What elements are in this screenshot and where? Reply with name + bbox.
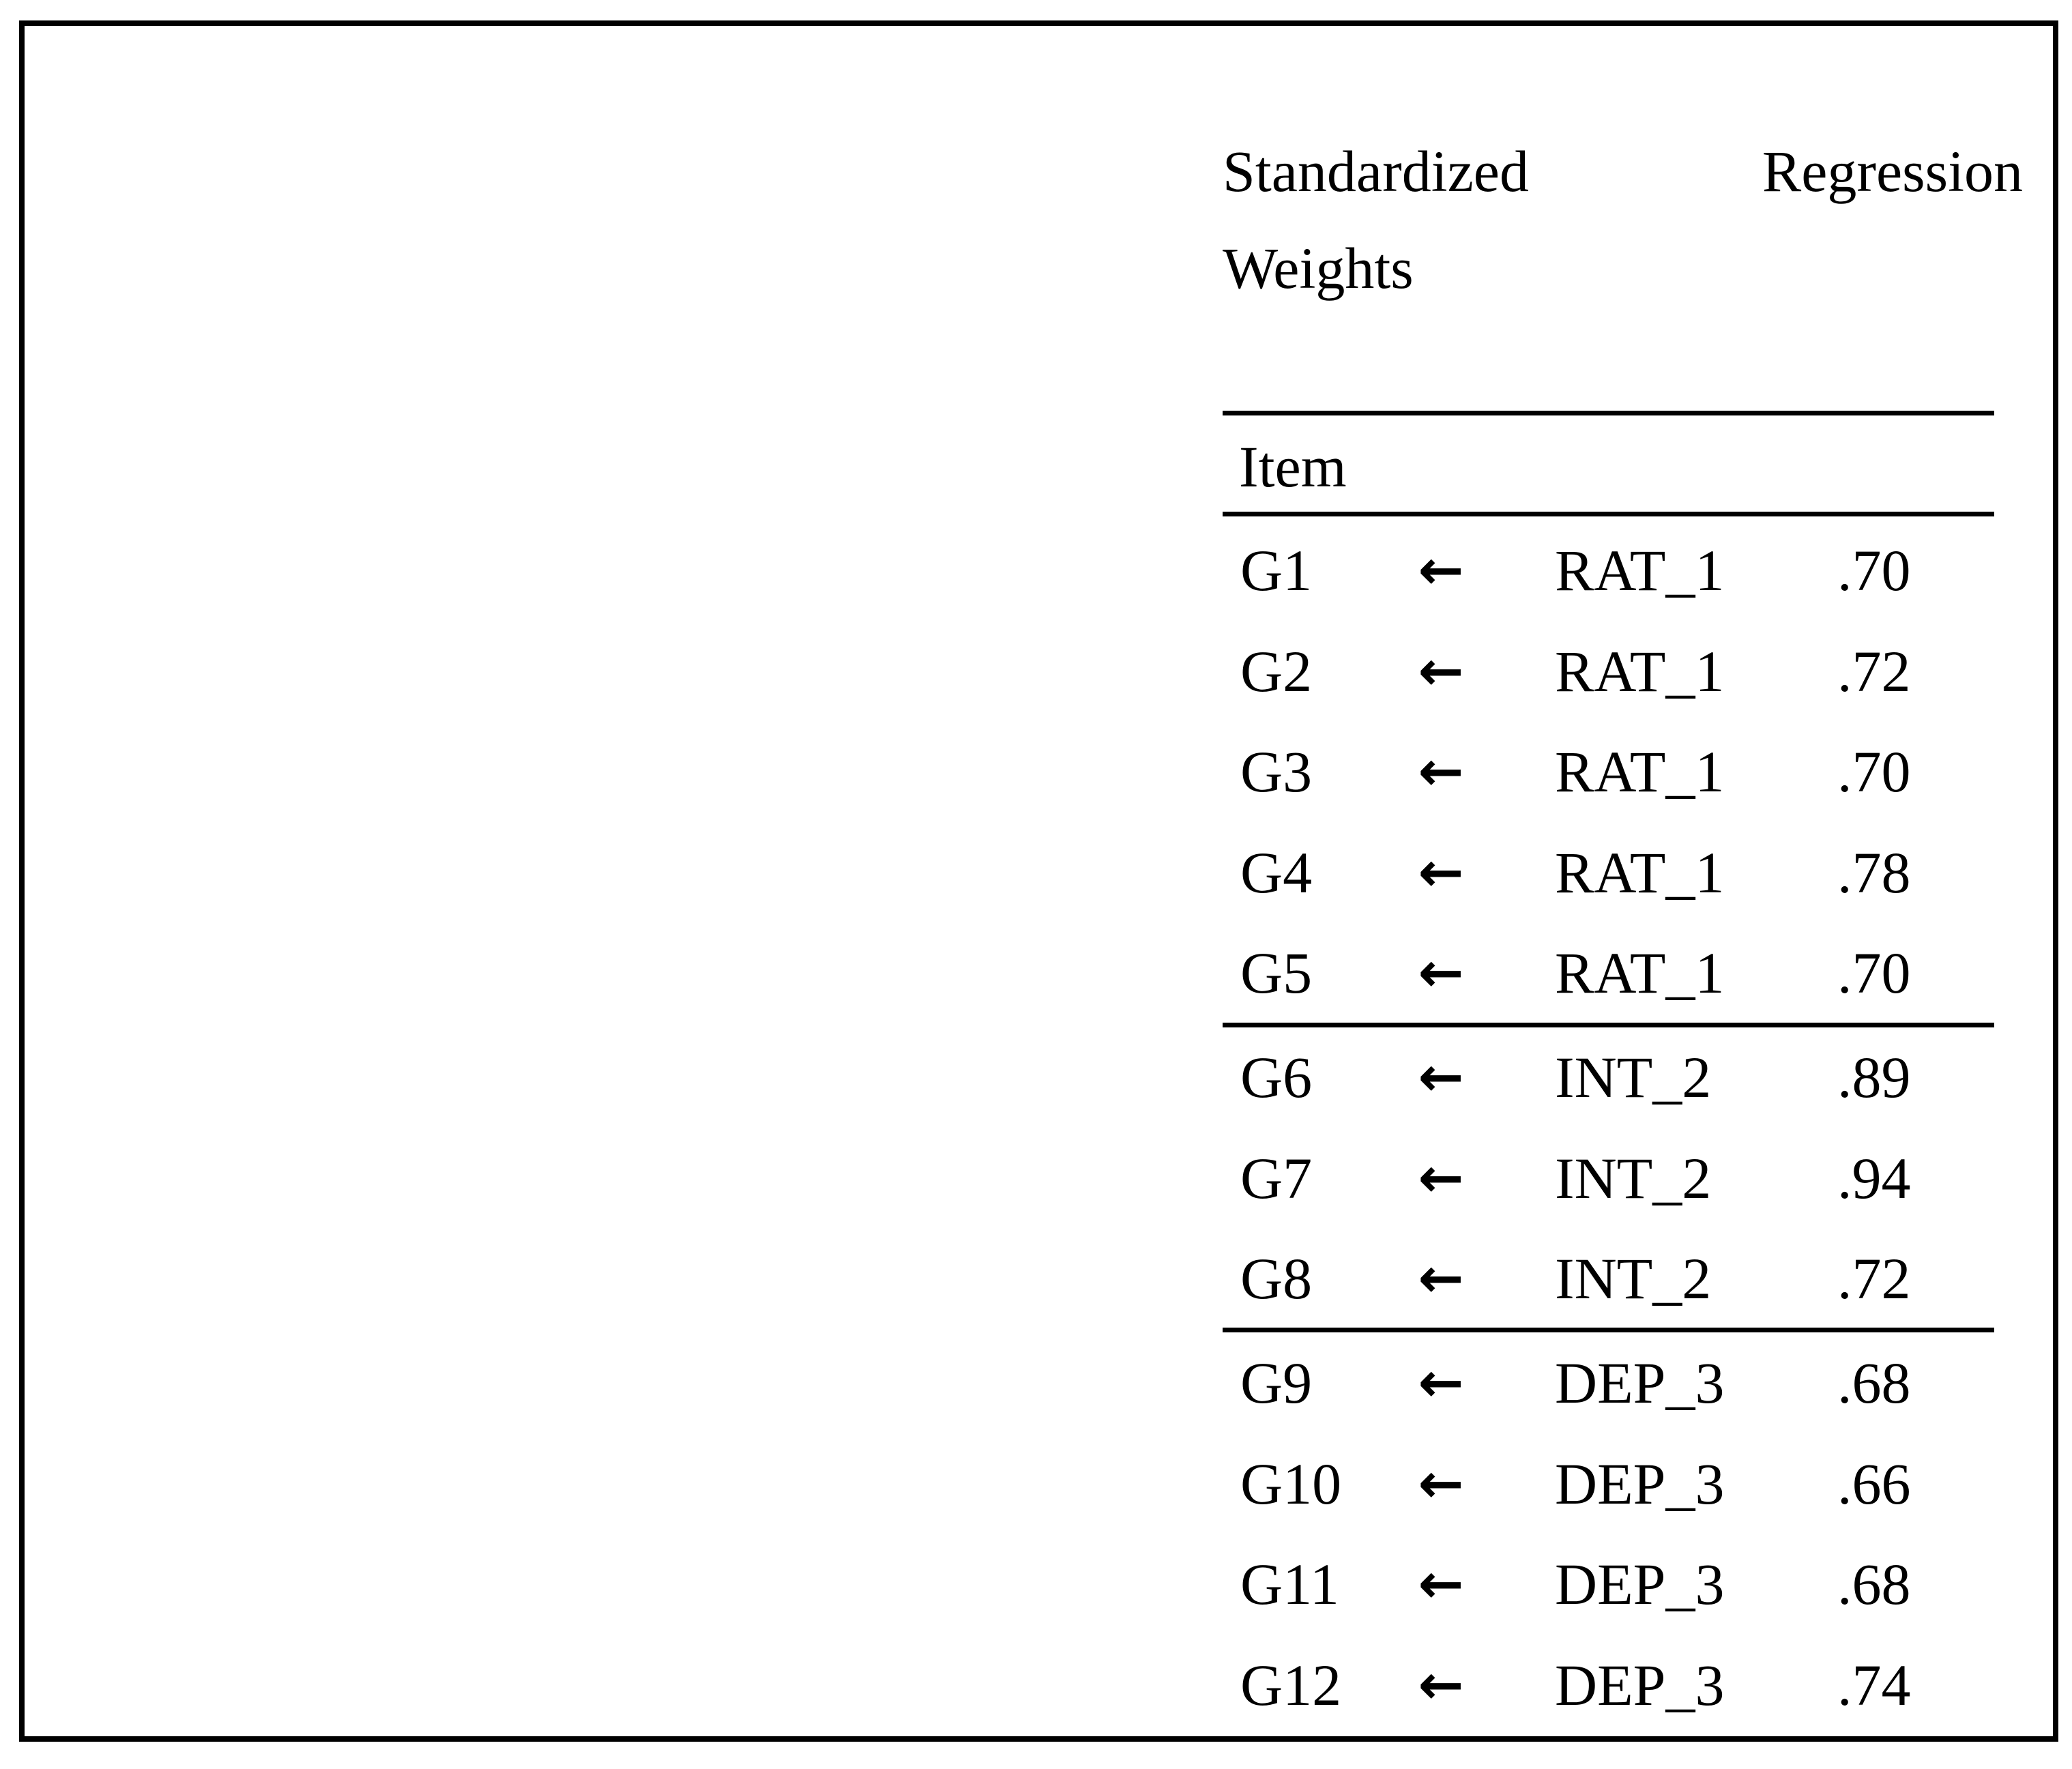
- left-arrow-icon: ←: [1418, 1652, 1464, 1716]
- table-row: G8 ← INT_2 .72: [1223, 1246, 1994, 1311]
- left-arrow-icon: ←: [1418, 1045, 1464, 1109]
- factor-label: RAT_1: [1555, 638, 1725, 704]
- left-arrow-icon: ←: [1418, 1552, 1464, 1616]
- left-arrow-icon: ←: [1418, 740, 1464, 803]
- factor-label: DEP_3: [1555, 1551, 1725, 1617]
- item-label: G6: [1240, 1044, 1313, 1110]
- table-rule-top: [1223, 411, 1994, 415]
- weight-value: .68: [1837, 1551, 1911, 1617]
- table-row: G7 ← INT_2 .94: [1223, 1145, 1994, 1211]
- item-label: G5: [1240, 940, 1313, 1006]
- factor-label: RAT_1: [1555, 940, 1725, 1006]
- left-arrow-icon: ←: [1418, 1451, 1464, 1515]
- factor-label: INT_2: [1555, 1246, 1712, 1311]
- item-column-header: Item: [1239, 434, 1347, 499]
- left-arrow-icon: ←: [1418, 639, 1464, 703]
- table-row: G12 ← DEP_3 .74: [1223, 1652, 1994, 1718]
- weight-value: .70: [1837, 739, 1911, 804]
- item-label: G9: [1240, 1350, 1313, 1416]
- table-row: G2 ← RAT_1 .72: [1223, 638, 1994, 704]
- weight-value: .78: [1837, 839, 1911, 905]
- weight-value: .72: [1837, 638, 1911, 704]
- weight-value: .89: [1837, 1044, 1911, 1110]
- table-row: G6 ← INT_2 .89: [1223, 1048, 1994, 1107]
- table-row: G5 ← RAT_1 .70: [1223, 940, 1994, 1006]
- weight-value: .70: [1837, 940, 1911, 1006]
- table-rule-after-int-group: [1223, 1328, 1994, 1332]
- table-rule-after-rat-group: [1223, 1023, 1994, 1027]
- item-label: G3: [1240, 739, 1313, 804]
- item-label: G7: [1240, 1145, 1313, 1211]
- item-label: G10: [1240, 1450, 1342, 1517]
- table-title-line2: Weights: [1223, 235, 1414, 301]
- table-row: G3 ← RAT_1 .70: [1223, 739, 1994, 804]
- weight-value: .68: [1837, 1350, 1911, 1416]
- page-border: [19, 20, 2058, 1742]
- factor-label: DEP_3: [1555, 1450, 1725, 1517]
- table-title-word-regression: Regression: [1762, 138, 2023, 204]
- weight-value: .94: [1837, 1145, 1911, 1211]
- factor-label: RAT_1: [1555, 839, 1725, 905]
- item-label: G8: [1240, 1246, 1313, 1311]
- item-label: G12: [1240, 1652, 1342, 1718]
- factor-label: INT_2: [1555, 1145, 1712, 1211]
- table-row: G10 ← DEP_3 .66: [1223, 1454, 1994, 1513]
- table-row: G11 ← DEP_3 .68: [1223, 1551, 1994, 1617]
- weight-value: .66: [1837, 1450, 1911, 1517]
- table-row: G4 ← RAT_1 .78: [1223, 843, 1994, 902]
- table-title-line1: Standardized Regression: [1223, 142, 2023, 201]
- table-rule-below-header: [1223, 512, 1994, 516]
- left-arrow-icon: ←: [1418, 1351, 1464, 1414]
- weight-value: .74: [1837, 1652, 1911, 1718]
- table-title-word-standardized: Standardized: [1223, 138, 1529, 204]
- item-label: G1: [1240, 538, 1313, 603]
- item-label: G11: [1240, 1551, 1339, 1617]
- table-row: G1 ← RAT_1 .70: [1223, 541, 1994, 600]
- factor-label: RAT_1: [1555, 538, 1725, 603]
- item-label: G4: [1240, 839, 1313, 905]
- item-label: G2: [1240, 638, 1313, 704]
- factor-label: RAT_1: [1555, 739, 1725, 804]
- left-arrow-icon: ←: [1418, 1145, 1464, 1210]
- left-arrow-icon: ←: [1418, 1246, 1464, 1310]
- table-row: G9 ← DEP_3 .68: [1223, 1350, 1994, 1416]
- factor-label: INT_2: [1555, 1044, 1712, 1110]
- weight-value: .70: [1837, 538, 1911, 603]
- factor-label: DEP_3: [1555, 1350, 1725, 1416]
- left-arrow-icon: ←: [1418, 840, 1464, 904]
- left-arrow-icon: ←: [1418, 538, 1464, 602]
- weight-value: .72: [1837, 1246, 1911, 1311]
- left-arrow-icon: ←: [1418, 941, 1464, 1004]
- factor-label: DEP_3: [1555, 1652, 1725, 1718]
